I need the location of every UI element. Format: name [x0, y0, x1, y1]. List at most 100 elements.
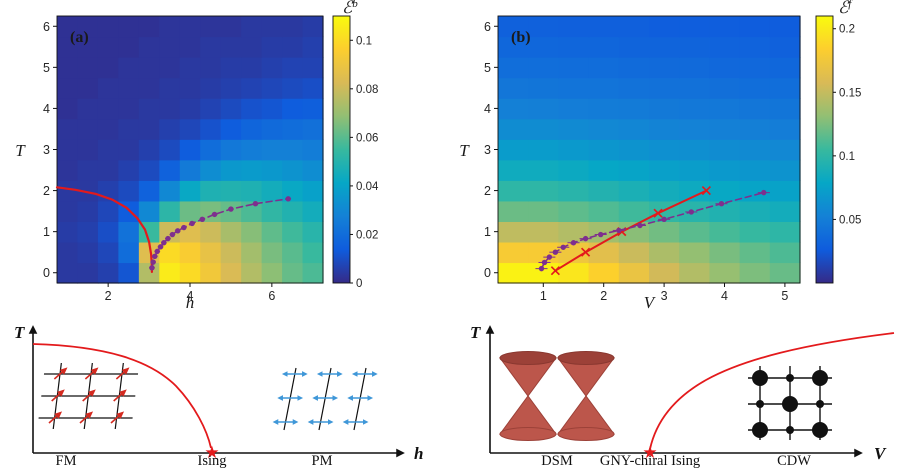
data-point-marker: [688, 209, 694, 215]
critical-point-star-icon: ★: [642, 443, 657, 463]
colorbar-tick-label: 0.15: [839, 87, 861, 99]
schematic-left-xlabel: h: [414, 444, 423, 463]
colorbar: [332, 15, 351, 284]
data-point-marker: [228, 206, 234, 212]
gny-schematic: ★ DSM GNY-chiral Ising CDW T V: [470, 323, 895, 469]
panel-b: 1 2 3 4 5 0 1 2 3 4 5 6 0.05 0.1 0.15 0.2 (b) T V ℰf: [459, 0, 861, 312]
superscript-b: b: [352, 0, 358, 10]
colorbar-tick-label: 0.06: [356, 132, 378, 144]
colorbar-tick-label: 0.02: [356, 229, 378, 241]
lattice-lines: [283, 367, 367, 431]
colorbar-tick-label: 0.1: [356, 35, 372, 47]
dirac-cones-icon: [499, 351, 615, 441]
schematic-right-ylabel: T: [470, 323, 481, 342]
axis-ticks: 1 2 3 4 5 0 1 2 3 4 5 6: [484, 20, 788, 303]
y-tick-label: 0: [43, 266, 50, 280]
data-point-marker: [616, 227, 622, 234]
colorbar-tick-label: 0.1: [839, 151, 855, 163]
x-tick-label: 5: [781, 289, 788, 303]
ising-transition-line: [55, 186, 153, 273]
data-point-marker: [154, 248, 160, 255]
phase-label-pm: PM: [312, 453, 333, 469]
panel-a-ylabel: T: [15, 141, 26, 160]
ising-schematic: ★ FM Ising PM T h: [14, 323, 423, 469]
data-point-marker: [541, 259, 548, 266]
x-tick-label: 2: [600, 289, 607, 303]
y-tick-label: 1: [43, 225, 50, 239]
data-point-marker: [761, 189, 767, 196]
x-tick-label: 3: [661, 289, 668, 303]
data-point-marker: [252, 201, 259, 207]
axis-ticks: 2 4 6 0 1 2 3 4 5 6: [43, 20, 275, 303]
schematic-left-ylabel: T: [14, 323, 25, 342]
data-point-marker: [285, 196, 291, 202]
x-marker: [580, 247, 591, 257]
x-tick-label: 1: [540, 289, 547, 303]
transverse-field-arrows: [272, 371, 378, 425]
cdw-lattice-icon: [748, 366, 832, 440]
panel-a-label: (a): [70, 29, 89, 46]
schematic-right-xlabel: V: [874, 444, 887, 463]
panel-a-heatmap-layer: 2 4 6 0 1 2 3 4 5 6 0 0.02 0.04 0.06 0.08 0.1: [43, 15, 379, 303]
colorbar-tick-label: 0.2: [839, 24, 855, 36]
x-tick-label: 6: [268, 289, 275, 303]
data-point-marker: [560, 244, 566, 250]
data-point-marker: [157, 244, 164, 250]
data-point-marker: [150, 259, 156, 265]
y-tick-label: 1: [484, 225, 491, 239]
data-point-marker: [637, 222, 643, 229]
y-tick-label: 5: [43, 61, 50, 75]
panel-b-label: (b): [511, 29, 531, 46]
data-point-marker: [211, 211, 218, 218]
colorbar-tick-label: 0.05: [839, 214, 861, 226]
data-point-marker: [546, 254, 553, 260]
cone-base: [557, 427, 615, 441]
data-point-marker: [152, 253, 158, 259]
data-point-marker: [169, 231, 176, 238]
y-tick-label: 3: [484, 143, 491, 157]
fm-lattice-icon: [38, 363, 139, 429]
data-point-marker: [149, 265, 155, 271]
y-tick-label: 4: [484, 102, 491, 116]
y-tick-label: 6: [484, 20, 491, 34]
y-tick-label: 2: [43, 184, 50, 198]
x-tick-label: 2: [105, 289, 112, 303]
x-marker: [701, 185, 711, 196]
transition-curve: [32, 343, 212, 449]
y-tick-label: 0: [484, 266, 491, 280]
phase-label-dsm: DSM: [541, 453, 573, 469]
x-tick-label: 4: [187, 289, 194, 303]
data-point-marker: [165, 235, 171, 242]
y-tick-label: 6: [43, 20, 50, 34]
data-point-marker: [661, 216, 667, 223]
colorbar: [815, 15, 834, 284]
x-tick-label: 4: [721, 289, 728, 303]
x-marker: [550, 266, 560, 276]
transition-curve: [649, 332, 895, 450]
pm-lattice-icon: [272, 367, 378, 431]
y-tick-label: 2: [484, 184, 491, 198]
panel-a: 2 4 6 0 1 2 3 4 5 6 0 0.02 0.04 0.06 0.08 0.1 (a) T h ℰ…: [15, 0, 379, 312]
data-point-marker: [552, 249, 559, 255]
panel-a-colorbar-title: ℰb: [342, 0, 358, 17]
panel-b-heatmap-layer: 1 2 3 4 5 0 1 2 3 4 5 6 0.05 0.1 0.15 0.2: [484, 15, 861, 303]
phase-label-fm: FM: [56, 453, 77, 469]
cone-base: [499, 427, 557, 441]
y-tick-label: 3: [43, 143, 50, 157]
cone-opening: [557, 351, 615, 365]
y-tick-label: 5: [484, 61, 491, 75]
data-point-marker: [199, 216, 205, 223]
x-marker: [653, 208, 663, 218]
y-tick-label: 4: [43, 102, 50, 116]
data-point-marker: [161, 240, 167, 246]
data-point-marker: [189, 220, 195, 227]
panel-b-colorbar-title: ℰf: [838, 0, 853, 17]
critical-point-star-icon: ★: [204, 443, 219, 463]
spin-arrows: [48, 367, 130, 424]
colorbar-ticks: 0.05 0.1 0.15 0.2: [833, 24, 861, 226]
data-point-marker: [597, 231, 604, 238]
script-e-symbol: ℰ: [838, 0, 850, 17]
phase-label-cdw: CDW: [777, 453, 811, 469]
cone-opening: [499, 351, 557, 365]
